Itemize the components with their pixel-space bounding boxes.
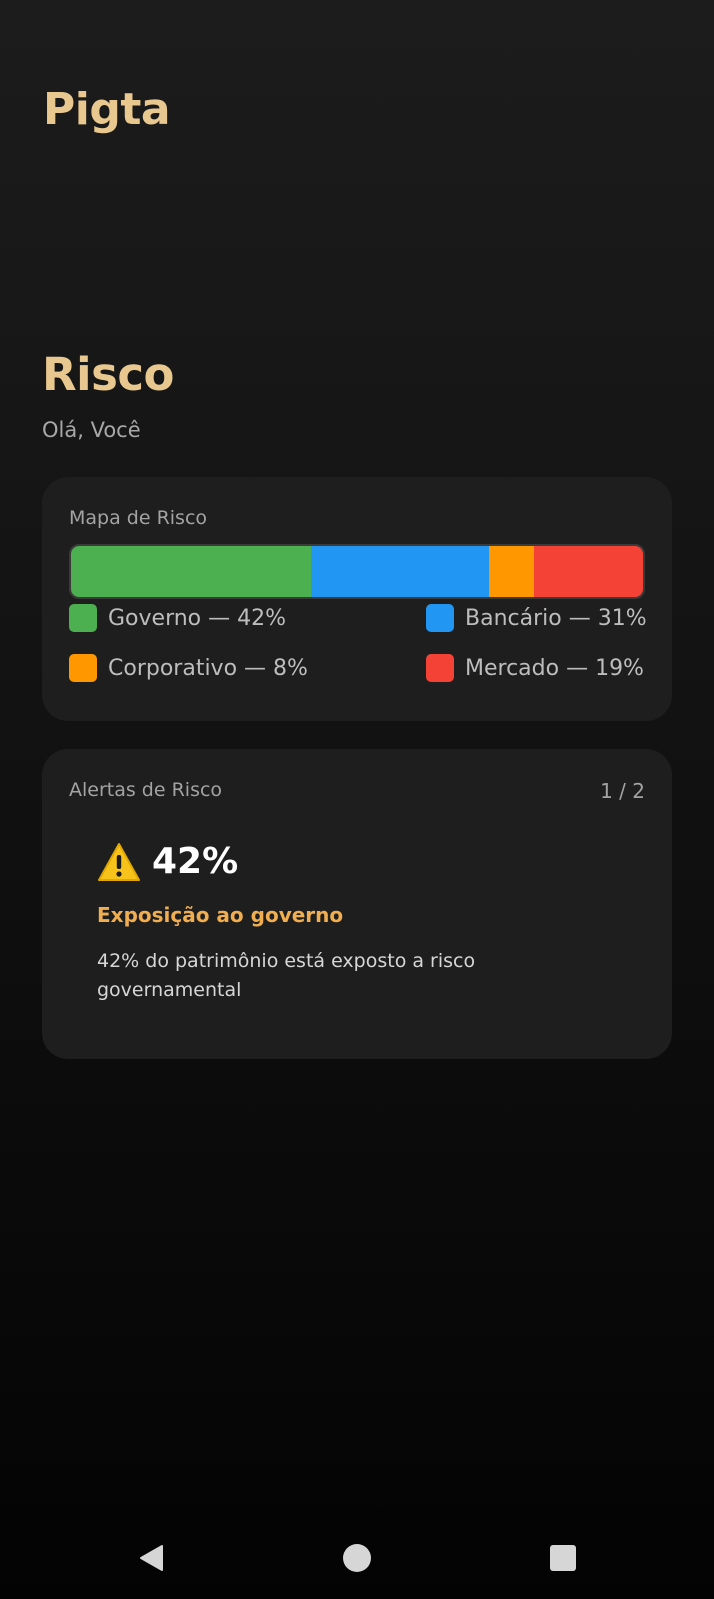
risk-segment-mercado xyxy=(534,546,643,597)
legend-label-corporativo: Corporativo — 8% xyxy=(108,655,308,681)
risk-map-label: Mapa de Risco xyxy=(69,507,208,529)
greeting-text: Olá, Você xyxy=(42,418,141,442)
nav-recents-button[interactable] xyxy=(535,1530,591,1586)
risk-map-card: Mapa de Risco Governo — 42% Bancário — 3… xyxy=(42,477,672,721)
recents-square-icon xyxy=(550,1545,576,1571)
page-title: Risco xyxy=(42,348,174,401)
risk-map-bar xyxy=(69,544,645,599)
back-triangle-icon xyxy=(140,1545,163,1571)
legend-swatch-bancario xyxy=(426,604,454,632)
system-navigation-bar xyxy=(0,1530,714,1586)
app-title: Pigta xyxy=(43,84,171,135)
legend-label-mercado: Mercado — 19% xyxy=(465,655,644,681)
legend-swatch-mercado xyxy=(426,654,454,682)
legend-item-governo: Governo — 42% xyxy=(69,604,286,632)
risk-segment-corporativo xyxy=(488,546,535,597)
alert-headline: 42% xyxy=(97,841,238,882)
alert-title: Exposição ao governo xyxy=(97,903,344,927)
legend-item-mercado: Mercado — 19% xyxy=(426,654,644,682)
legend-swatch-corporativo xyxy=(69,654,97,682)
legend-item-bancario: Bancário — 31% xyxy=(426,604,647,632)
alerts-pager-counter: 1 / 2 xyxy=(600,779,645,803)
risk-segment-bancario xyxy=(311,546,489,597)
alert-description: 42% do patrimônio está exposto a risco g… xyxy=(97,950,476,1001)
alert-value: 42% xyxy=(152,841,239,882)
risk-alerts-label: Alertas de Risco xyxy=(69,779,223,801)
legend-swatch-governo xyxy=(69,604,97,632)
nav-home-button[interactable] xyxy=(329,1530,385,1586)
legend-item-corporativo: Corporativo — 8% xyxy=(69,654,308,682)
legend-label-bancario: Bancário — 31% xyxy=(465,605,647,631)
warning-icon xyxy=(98,842,140,881)
nav-back-button[interactable] xyxy=(124,1530,180,1586)
risk-alerts-card[interactable]: Alertas de Risco 1 / 2 42% Exposição ao … xyxy=(42,749,672,1059)
risk-segment-governo xyxy=(71,546,312,597)
home-circle-icon xyxy=(343,1544,371,1572)
legend-label-governo: Governo — 42% xyxy=(108,605,287,631)
